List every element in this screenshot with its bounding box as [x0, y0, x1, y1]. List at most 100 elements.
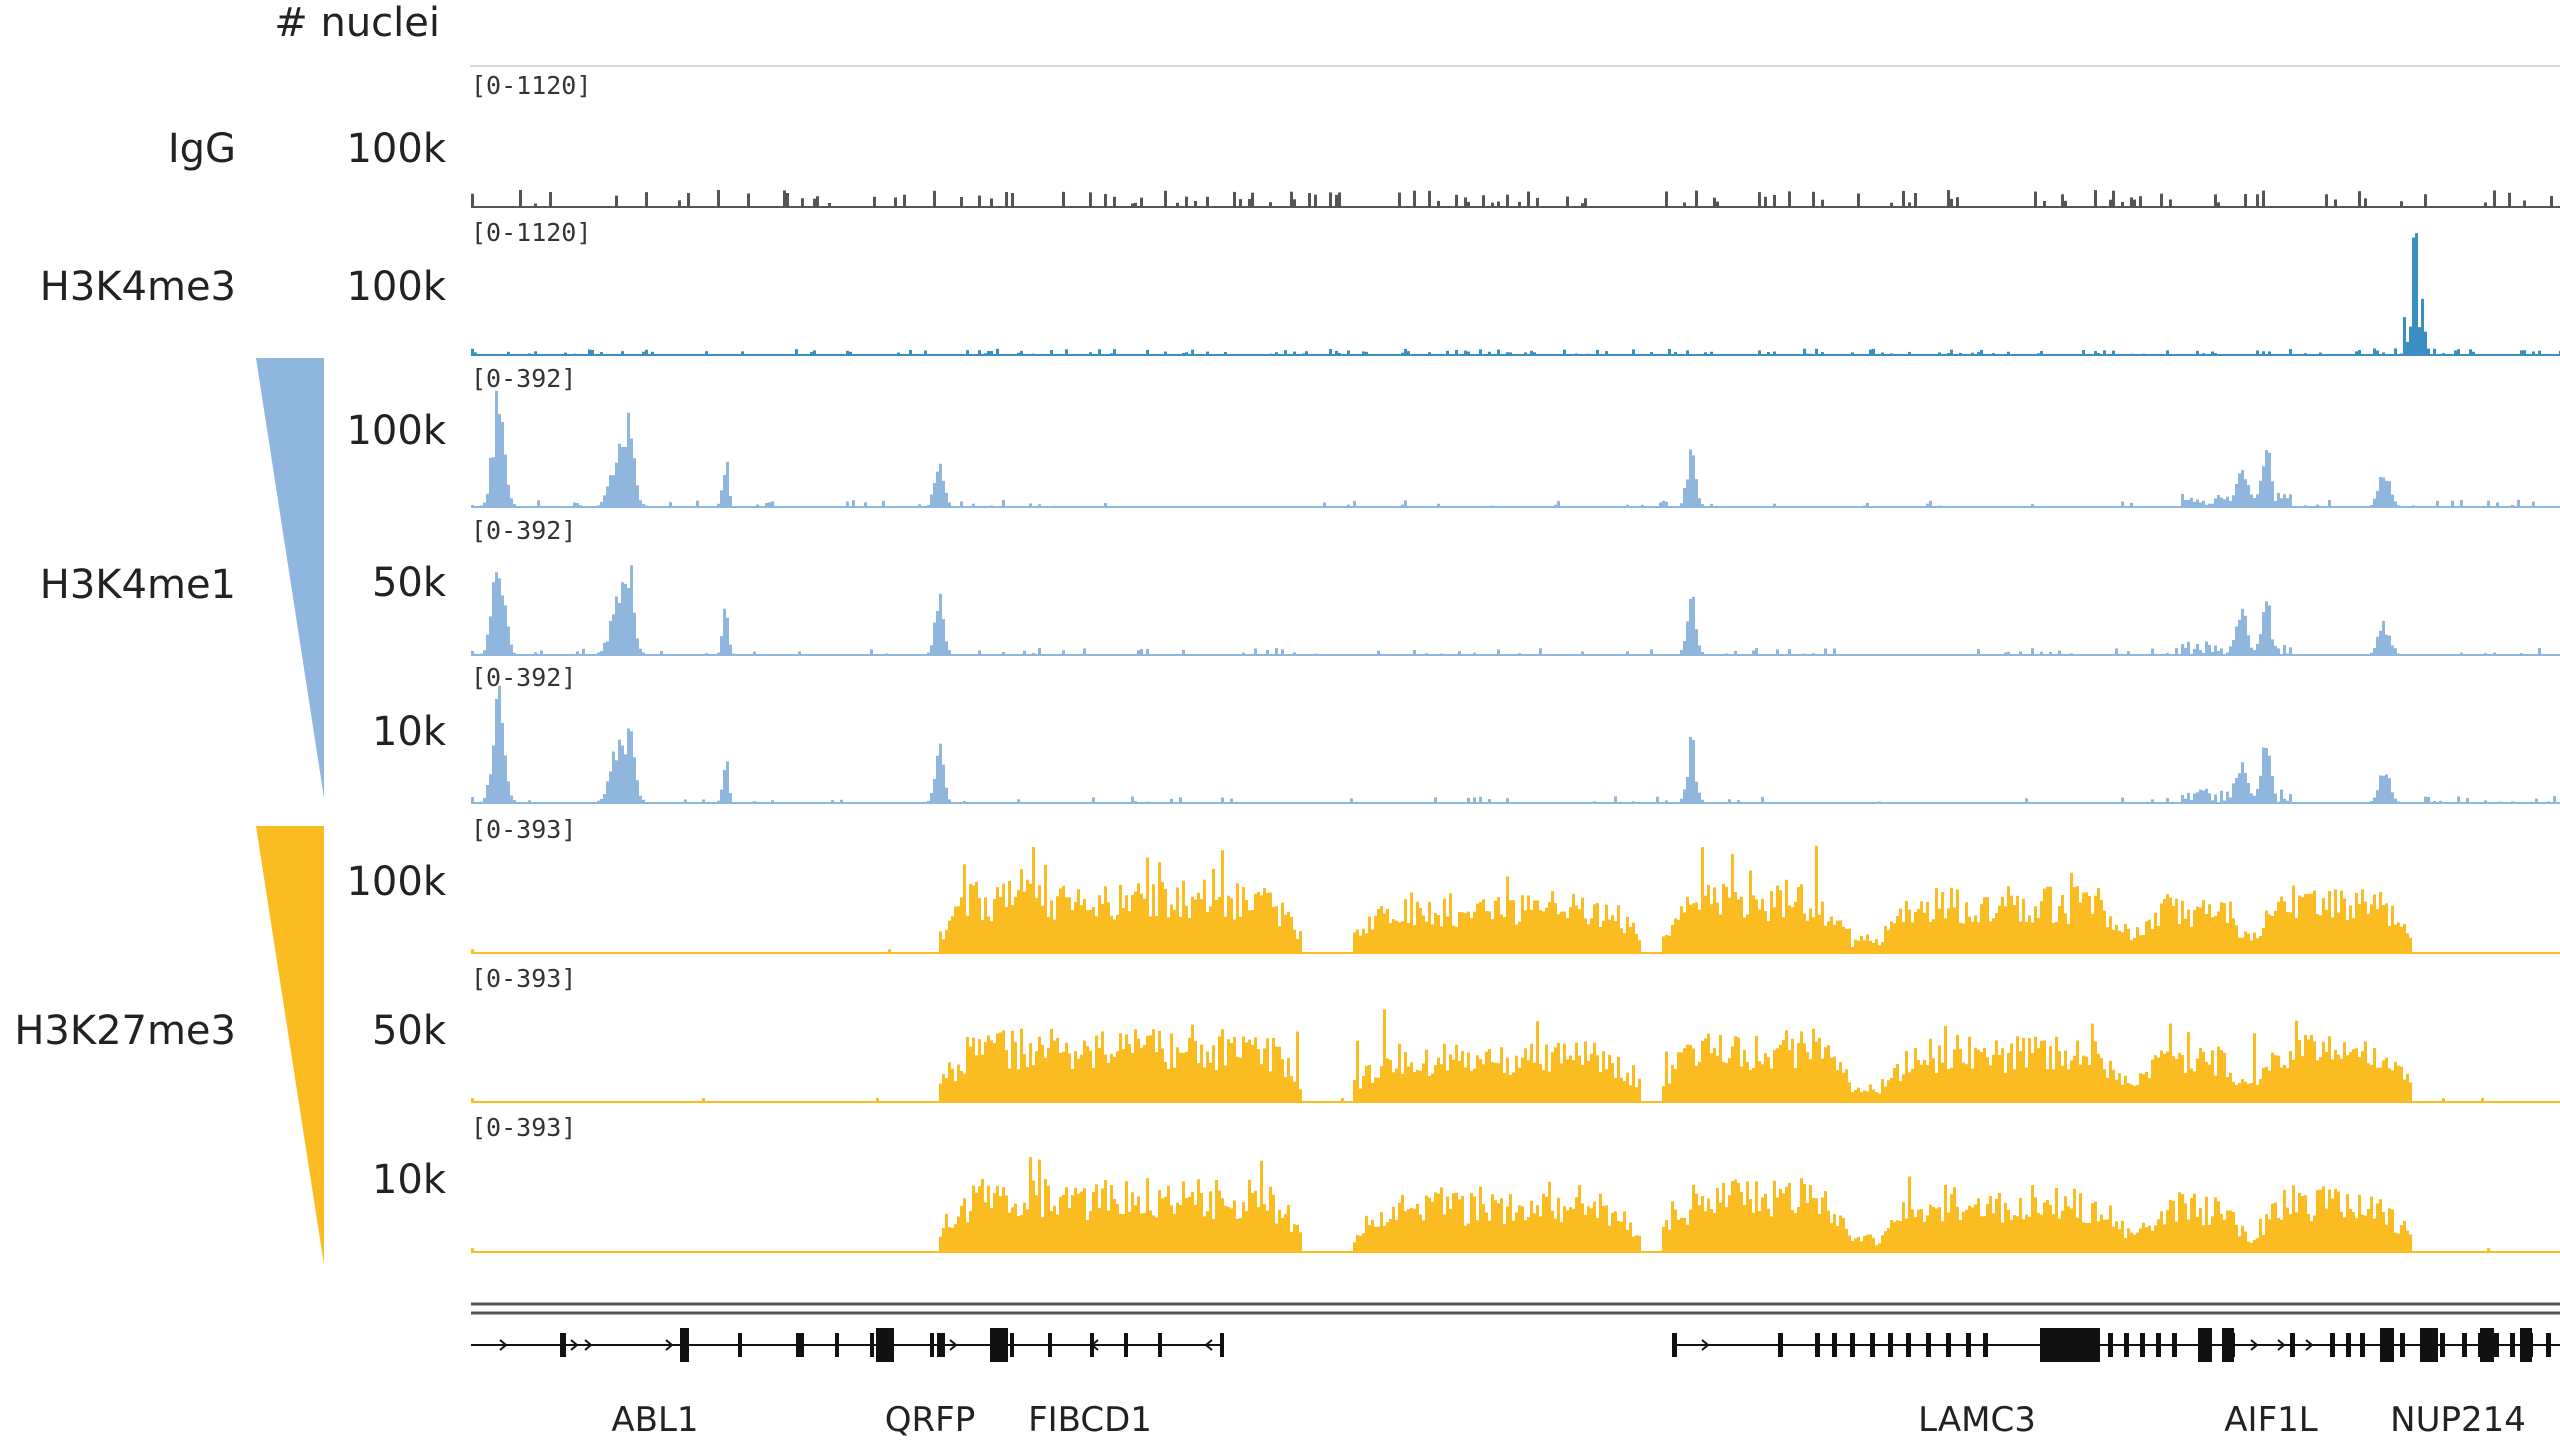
coverage-bar [1836, 1225, 1839, 1252]
coverage-bar [870, 1101, 873, 1102]
coverage-bar [2289, 1214, 2292, 1252]
coverage-bar [1152, 1215, 1155, 1252]
coverage-bar [573, 1251, 576, 1252]
coverage-bar [1170, 798, 1173, 803]
coverage-bar [1011, 193, 1014, 207]
coverage-bar [2058, 1218, 2061, 1252]
coverage-bar [894, 1251, 897, 1252]
coverage-bar [1947, 908, 1950, 953]
coverage-bar [1155, 915, 1158, 953]
coverage-bar [1125, 1034, 1128, 1102]
coverage-bar [2403, 923, 2406, 953]
coverage-bar [1461, 912, 1464, 953]
coverage-bar [1362, 1233, 1365, 1252]
coverage-bar [1503, 917, 1506, 953]
coverage-bar [1851, 1092, 1854, 1102]
coverage-bar [2034, 906, 2037, 953]
coverage-bar [2343, 1217, 2346, 1252]
coverage-bar [1392, 1072, 1395, 1102]
coverage-bar [486, 1101, 489, 1102]
coverage-bar [978, 650, 981, 655]
coverage-bar [837, 952, 840, 953]
coverage-bar [1416, 1203, 1419, 1252]
coverage-bar [1803, 348, 1806, 355]
coverage-bar [1308, 1251, 1311, 1252]
coverage-bar [2508, 952, 2511, 953]
coverage-bar [2394, 501, 2397, 507]
coverage-bar [1896, 916, 1899, 953]
coverage-bar [1533, 1213, 1536, 1252]
coverage-bar [2160, 903, 2163, 953]
coverage-bar [2247, 484, 2250, 507]
coverage-bar [2235, 484, 2238, 507]
coverage-bar [1254, 1037, 1257, 1102]
coverage-bar [2325, 909, 2328, 953]
coverage-bar [2070, 1060, 2073, 1102]
coverage-bar [2409, 1234, 2412, 1252]
coverage-bar [768, 1101, 771, 1102]
coverage-bar [1515, 1055, 1518, 1102]
coverage-bar [1476, 1220, 1479, 1252]
coverage-bar [588, 952, 591, 953]
coverage-bar [2193, 910, 2196, 953]
coverage-bar [903, 1251, 906, 1252]
coverage-bar [699, 1251, 702, 1252]
coverage-bar [1878, 1243, 1881, 1252]
coverage-bar [2280, 1219, 2283, 1252]
coverage-bar [996, 887, 999, 953]
coverage-bar [2037, 353, 2040, 355]
coverage-bar [2442, 353, 2445, 355]
coverage-bar [948, 920, 951, 953]
coverage-bar [1491, 202, 1494, 207]
coverage-bar [2340, 1058, 2343, 1102]
coverage-bar [975, 1055, 978, 1102]
coverage-bar [1011, 904, 1014, 953]
coverage-bar [594, 1101, 597, 1102]
coverage-bar [1350, 798, 1353, 803]
coverage-bar [528, 1101, 531, 1102]
coverage-bar [1914, 1217, 1917, 1252]
coverage-bar [2055, 1187, 2058, 1252]
gene-exon [1888, 1333, 1893, 1357]
coverage-bar [1833, 924, 1836, 953]
coverage-bar [1227, 895, 1230, 953]
coverage-bar [2115, 648, 2118, 655]
coverage-bar [930, 1101, 933, 1102]
coverage-bar [1911, 922, 1914, 953]
coverage-bar [1953, 1187, 1956, 1252]
coverage-bar [2310, 1221, 2313, 1252]
coverage-bar [2274, 793, 2277, 803]
coverage-bar [2547, 1251, 2550, 1252]
coverage-bar [813, 952, 816, 953]
coverage-bar [645, 1251, 648, 1252]
coverage-bar [618, 1251, 621, 1252]
coverage-bar [1230, 898, 1233, 953]
coverage-bar [1686, 776, 1689, 803]
coverage-bar [2484, 1101, 2487, 1102]
coverage-bar [855, 952, 858, 953]
coverage-bar [2133, 1234, 2136, 1252]
coverage-bar [492, 457, 495, 507]
coverage-bar [1923, 1059, 1926, 1102]
coverage-bar [783, 952, 786, 953]
coverage-bar [1035, 1195, 1038, 1252]
coverage-bar [2160, 1050, 2163, 1102]
coverage-bar [1425, 921, 1428, 953]
coverage-bar [912, 952, 915, 953]
coverage-bar [678, 1251, 681, 1252]
coverage-bar [1725, 653, 1728, 655]
coverage-bar [1032, 1180, 1035, 1252]
coverage-bar [1341, 952, 1344, 953]
coverage-bar [1902, 1074, 1905, 1102]
coverage-bar [2139, 1228, 2142, 1252]
coverage-bar [1698, 1205, 1701, 1252]
coverage-bar [1335, 952, 1338, 953]
coverage-bar [879, 1251, 882, 1252]
coverage-bar [1305, 1251, 1308, 1252]
coverage-bar [2433, 1101, 2436, 1102]
coverage-bar [987, 1035, 990, 1102]
coverage-bar [1119, 884, 1122, 953]
coverage-bar [795, 952, 798, 953]
coverage-bar [1701, 1196, 1704, 1252]
coverage-bar [1641, 952, 1644, 953]
